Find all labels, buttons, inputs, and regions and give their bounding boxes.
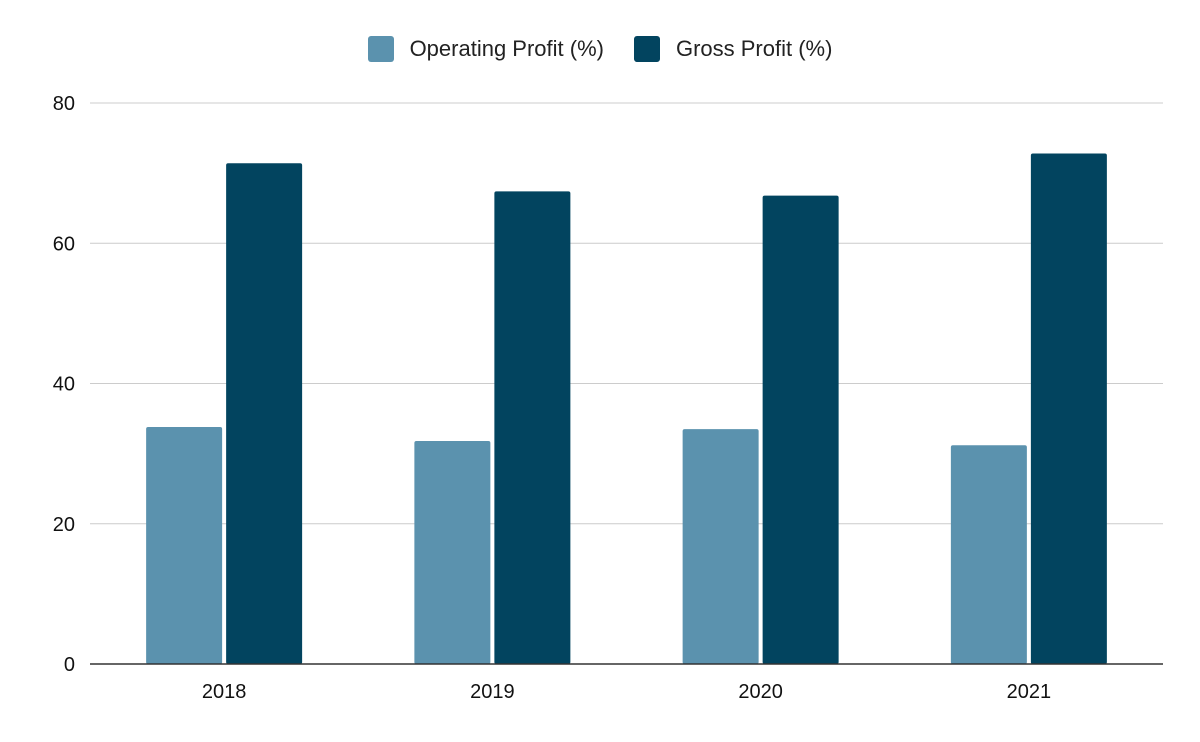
bar-gross-profit-2021 <box>1030 153 1107 665</box>
legend-label-gross-profit: Gross Profit (%) <box>675 36 833 61</box>
legend-label-operating-profit: Operating Profit (%) <box>409 36 604 61</box>
x-tick-label: 2021 <box>1007 681 1052 703</box>
x-tick-label: 2019 <box>470 681 515 703</box>
y-tick-label: 80 <box>53 93 75 115</box>
bar-gross-profit-2020 <box>762 195 839 664</box>
bar-operating-profit-2018 <box>146 426 223 664</box>
x-tick-label: 2020 <box>738 681 783 703</box>
legend-swatch-gross-profit <box>633 36 660 62</box>
legend-item-gross-profit: Gross Profit (%) <box>633 36 833 62</box>
legend-item-operating-profit: Operating Profit (%) <box>367 36 604 62</box>
bar-operating-profit-2021 <box>950 445 1027 664</box>
x-tick-label: 2018 <box>202 681 247 703</box>
y-tick-label: 60 <box>53 233 75 255</box>
y-tick-label: 0 <box>64 654 75 676</box>
bar-gross-profit-2019 <box>494 191 571 665</box>
legend: Operating Profit (%) Gross Profit (%) <box>0 36 1200 62</box>
bar-gross-profit-2018 <box>226 163 303 664</box>
y-tick-label: 40 <box>53 374 75 396</box>
bar-operating-profit-2020 <box>682 429 759 664</box>
legend-swatch-operating-profit <box>367 36 394 62</box>
bar-operating-profit-2019 <box>414 441 491 664</box>
y-tick-label: 20 <box>53 514 75 536</box>
